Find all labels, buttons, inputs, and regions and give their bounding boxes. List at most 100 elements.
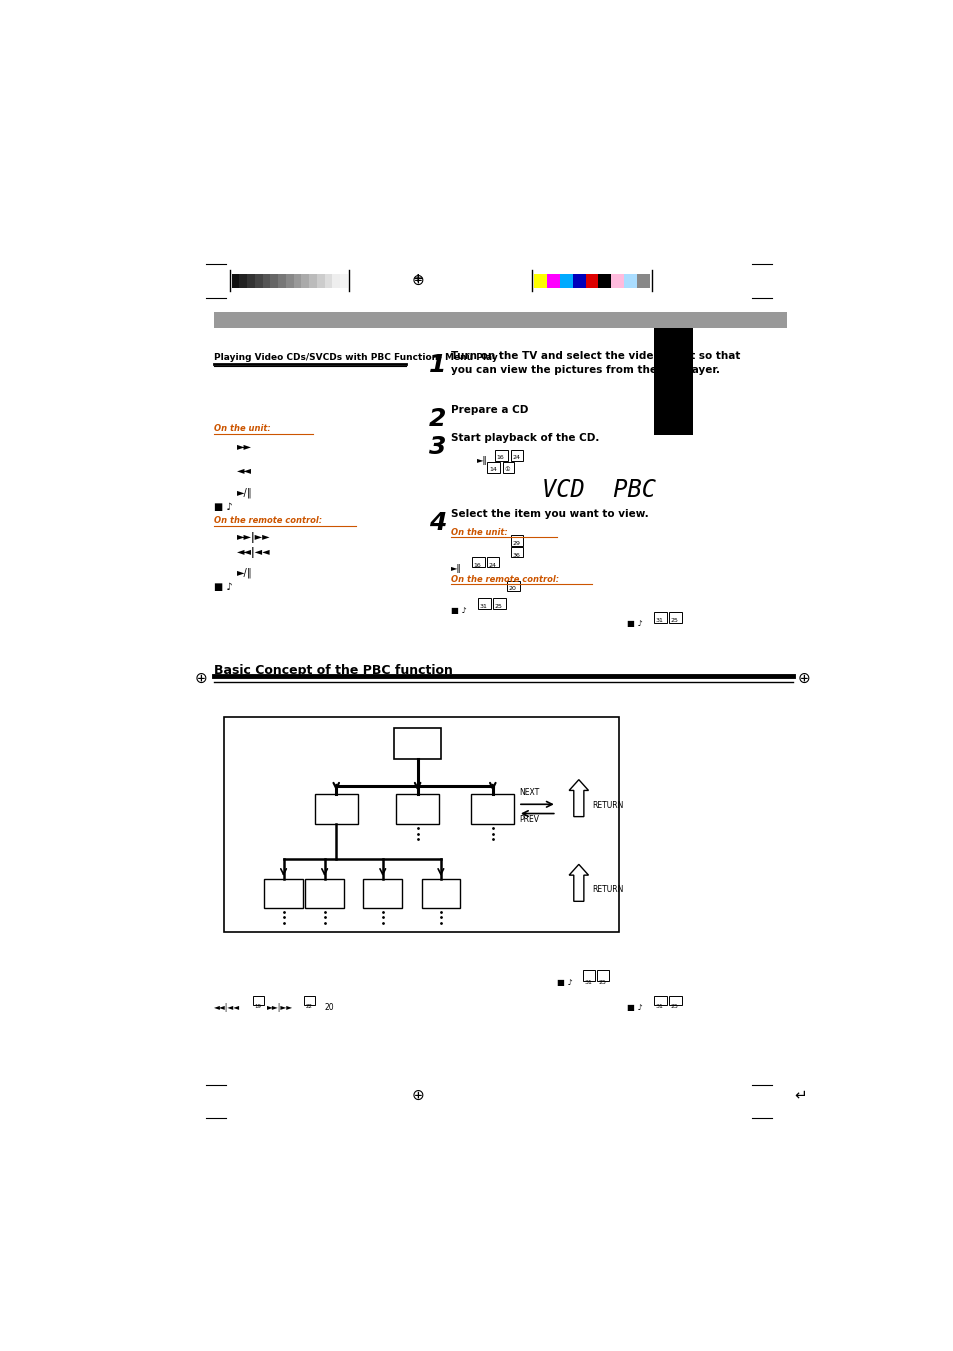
Bar [314,793,357,824]
Bar [506,581,519,590]
Text: ◄◄: ◄◄ [236,465,252,474]
Bar [495,450,507,461]
Text: 16: 16 [473,562,480,567]
Text: ①: ① [504,467,510,471]
Bar [486,557,498,567]
Text: ↵: ↵ [793,1088,806,1102]
Bar [363,880,402,908]
Bar [253,996,264,1005]
Bar [477,598,491,609]
Text: On the remote control:: On the remote control: [213,516,321,526]
Text: +: + [412,273,422,285]
Text: 3: 3 [429,435,446,459]
Text: Playing Video CDs/SVCDs with PBC Function- Menu Play: Playing Video CDs/SVCDs with PBC Functio… [213,353,497,362]
Text: 20: 20 [324,1002,334,1012]
Text: 25: 25 [670,617,678,623]
Text: 19: 19 [253,1005,261,1009]
FancyArrow shape [569,780,588,816]
Bar [264,880,303,908]
Bar [340,274,348,288]
FancyArrow shape [569,865,588,901]
Bar [270,274,278,288]
Text: On the remote control:: On the remote control: [451,574,558,584]
Text: 36: 36 [512,553,519,558]
Text: 16: 16 [497,455,504,459]
Text: 20: 20 [508,586,516,592]
Text: ⊕: ⊕ [797,671,810,686]
Text: ■ ♪: ■ ♪ [626,620,642,628]
Text: 31: 31 [655,1005,662,1009]
Bar [324,274,332,288]
Text: NEXT: NEXT [519,788,539,797]
Text: On the unit:: On the unit: [213,424,271,432]
Bar [654,612,666,623]
Bar [232,274,239,288]
Bar [332,274,340,288]
Text: Turn on the TV and select the video input so that
you can view the pictures from: Turn on the TV and select the video inpu… [451,351,740,374]
Bar [309,274,316,288]
Bar [262,274,270,288]
Text: Prepare a CD: Prepare a CD [451,405,528,415]
Bar [596,970,609,981]
Text: ►‖: ►‖ [451,565,461,573]
Text: Basic Concept of the PBC function: Basic Concept of the PBC function [213,665,453,677]
Bar [668,612,680,623]
Text: 1: 1 [429,353,446,377]
Text: ►►|►►: ►►|►► [236,532,271,543]
Text: 4: 4 [429,511,446,535]
Bar [224,716,618,932]
Bar [471,793,514,824]
Text: ►‖: ►‖ [476,457,488,465]
Text: ■ ♪: ■ ♪ [213,582,233,592]
Text: 31: 31 [583,979,592,985]
Bar [472,557,484,567]
Bar [487,462,499,473]
Text: 25: 25 [598,979,605,985]
Text: ■ ♪: ■ ♪ [451,605,466,615]
Bar [623,274,637,288]
Text: RETURN: RETURN [592,801,622,809]
Bar [316,274,324,288]
Text: ◄◄|◄◄: ◄◄|◄◄ [213,1002,239,1012]
Bar [286,274,294,288]
Bar [303,996,314,1005]
Bar [572,274,585,288]
Text: 22: 22 [305,1005,312,1009]
Bar [493,598,505,609]
Text: VCD  PBC: VCD PBC [541,478,655,501]
Bar [637,274,649,288]
Text: ◄◄|◄◄: ◄◄|◄◄ [236,547,271,558]
Text: On the unit:: On the unit: [451,528,507,536]
Text: ⊕: ⊕ [411,273,423,288]
Text: ⊕: ⊕ [194,671,207,686]
Text: RETURN: RETURN [592,885,622,894]
Text: ►/‖: ►/‖ [236,567,253,578]
Text: Select the item you want to view.: Select the item you want to view. [451,508,648,519]
Text: 14: 14 [488,467,497,471]
Text: 29: 29 [512,540,519,546]
Text: 25: 25 [670,1005,678,1009]
Text: ⊕: ⊕ [411,1088,423,1102]
Bar [395,793,438,824]
Bar [654,996,666,1005]
Text: 31: 31 [479,604,487,609]
Bar [510,535,523,546]
Bar [239,274,247,288]
Bar [510,450,523,461]
Bar [502,462,514,473]
Bar [394,728,440,759]
Text: 24: 24 [512,455,519,459]
Text: ►►|►►: ►►|►► [266,1002,293,1012]
Bar [582,970,595,981]
Bar [301,274,309,288]
Text: 2: 2 [429,407,446,431]
Bar [294,274,301,288]
Bar [510,547,523,557]
Bar [247,274,254,288]
Bar [585,274,598,288]
Bar [305,880,344,908]
Bar [213,312,785,328]
Bar [546,274,559,288]
Bar [668,996,680,1005]
Bar [278,274,286,288]
